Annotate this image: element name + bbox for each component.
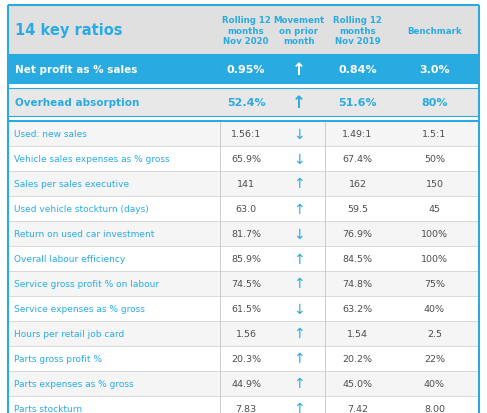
Text: 40%: 40%	[424, 379, 445, 388]
Bar	[8, 117, 479, 122]
Text: 22%: 22%	[424, 354, 445, 363]
Text: 76.9%: 76.9%	[342, 230, 373, 238]
Text: 40%: 40%	[424, 304, 445, 313]
Text: ↑: ↑	[293, 401, 304, 413]
Text: 14 key ratios: 14 key ratios	[15, 24, 123, 38]
Text: Parts stockturn: Parts stockturn	[14, 404, 82, 413]
Text: 1.56:1: 1.56:1	[231, 130, 261, 139]
Text: 74.5%: 74.5%	[231, 279, 261, 288]
Bar	[8, 89, 479, 117]
Text: 52.4%: 52.4%	[226, 98, 265, 108]
Text: 0.95%: 0.95%	[227, 65, 265, 75]
Text: Used vehicle stockturn (days): Used vehicle stockturn (days)	[14, 204, 149, 214]
Text: 100%: 100%	[421, 254, 448, 263]
Text: 84.5%: 84.5%	[342, 254, 373, 263]
Text: 75%: 75%	[424, 279, 445, 288]
Text: 50%: 50%	[424, 154, 445, 164]
Text: Net profit as % sales: Net profit as % sales	[15, 65, 137, 75]
Bar	[8, 147, 479, 171]
Bar	[8, 56, 479, 84]
Text: ↑: ↑	[292, 94, 305, 112]
Bar	[8, 321, 479, 346]
Text: Used: new sales: Used: new sales	[14, 130, 87, 139]
Text: 81.7%: 81.7%	[231, 230, 261, 238]
Bar	[8, 122, 479, 147]
Text: Parts gross profit %: Parts gross profit %	[14, 354, 102, 363]
Text: Vehicle sales expenses as % gross: Vehicle sales expenses as % gross	[14, 154, 169, 164]
Text: 67.4%: 67.4%	[342, 154, 373, 164]
Text: 20.2%: 20.2%	[342, 354, 373, 363]
Text: Hours per retail job card: Hours per retail job card	[14, 329, 124, 338]
Bar	[8, 221, 479, 247]
Text: ↑: ↑	[293, 252, 304, 266]
Text: 61.5%: 61.5%	[231, 304, 261, 313]
Text: 1.56: 1.56	[236, 329, 257, 338]
Text: 150: 150	[426, 180, 444, 189]
Text: 63.2%: 63.2%	[342, 304, 373, 313]
Text: Benchmark: Benchmark	[407, 26, 462, 36]
Text: Return on used car investment: Return on used car investment	[14, 230, 154, 238]
Bar	[8, 247, 479, 271]
Text: Rolling 12
months
Nov 2019: Rolling 12 months Nov 2019	[333, 16, 382, 46]
Text: 74.8%: 74.8%	[342, 279, 373, 288]
Text: ↓: ↓	[293, 302, 304, 316]
Bar	[8, 197, 479, 221]
Text: 20.3%: 20.3%	[231, 354, 261, 363]
Bar	[8, 346, 479, 371]
Text: ↑: ↑	[293, 327, 304, 341]
Text: 45: 45	[429, 204, 441, 214]
Text: 1.49:1: 1.49:1	[342, 130, 373, 139]
Text: Service expenses as % gross: Service expenses as % gross	[14, 304, 145, 313]
Text: 45.0%: 45.0%	[342, 379, 373, 388]
Text: ↑: ↑	[293, 202, 304, 216]
Text: 100%: 100%	[421, 230, 448, 238]
Bar	[8, 171, 479, 197]
Text: 44.9%: 44.9%	[231, 379, 261, 388]
Text: 1.5:1: 1.5:1	[422, 130, 447, 139]
Bar	[8, 84, 479, 89]
Text: Parts expenses as % gross: Parts expenses as % gross	[14, 379, 133, 388]
Text: 162: 162	[349, 180, 367, 189]
Text: Sales per sales executive: Sales per sales executive	[14, 180, 129, 189]
Text: ↑: ↑	[292, 61, 305, 79]
Text: Rolling 12
months
Nov 2020: Rolling 12 months Nov 2020	[222, 16, 270, 46]
Bar	[8, 396, 479, 413]
Bar	[8, 271, 479, 296]
Text: ↓: ↓	[293, 127, 304, 141]
Text: 0.84%: 0.84%	[338, 65, 377, 75]
Bar	[8, 296, 479, 321]
Text: 7.42: 7.42	[347, 404, 368, 413]
Text: ↓: ↓	[293, 227, 304, 241]
Text: 85.9%: 85.9%	[231, 254, 261, 263]
Text: ↑: ↑	[293, 177, 304, 191]
Text: 7.83: 7.83	[235, 404, 257, 413]
Text: 8.00: 8.00	[424, 404, 445, 413]
Text: 80%: 80%	[421, 98, 448, 108]
Bar	[8, 371, 479, 396]
Text: 65.9%: 65.9%	[231, 154, 261, 164]
Text: 63.0: 63.0	[235, 204, 257, 214]
Text: Overall labour efficiency: Overall labour efficiency	[14, 254, 125, 263]
Text: ↑: ↑	[293, 277, 304, 291]
Text: ↓: ↓	[293, 152, 304, 166]
Text: 1.54: 1.54	[347, 329, 368, 338]
Text: Overhead absorption: Overhead absorption	[15, 98, 139, 108]
Text: 3.0%: 3.0%	[419, 65, 450, 75]
Text: ↑: ↑	[293, 351, 304, 366]
Text: 2.5: 2.5	[427, 329, 442, 338]
Text: ↑: ↑	[293, 377, 304, 391]
Text: 141: 141	[237, 180, 255, 189]
Text: Service gross profit % on labour: Service gross profit % on labour	[14, 279, 159, 288]
Text: 59.5: 59.5	[347, 204, 368, 214]
Bar	[8, 6, 479, 56]
Text: 51.6%: 51.6%	[338, 98, 377, 108]
Text: Movement
on prior
month: Movement on prior month	[273, 16, 324, 46]
